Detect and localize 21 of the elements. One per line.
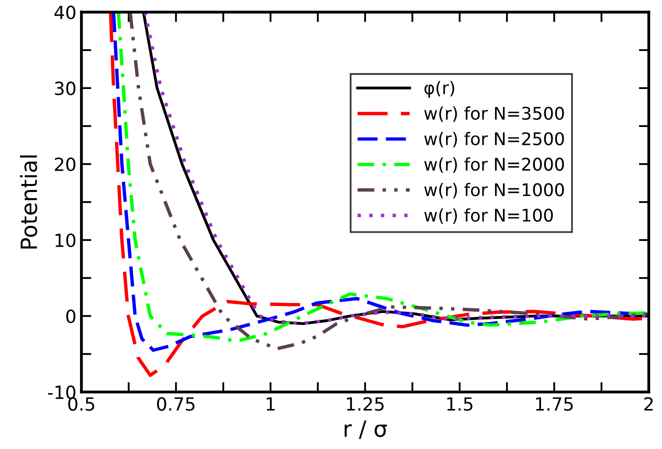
y-tick-label: 0 — [66, 309, 76, 324]
legend-label: w(r) for N=3500 — [424, 106, 564, 122]
y-tick-label: 30 — [54, 82, 76, 96]
x-tick-label: 0.5 — [68, 397, 94, 411]
y-tick-label: 20 — [54, 158, 76, 172]
legend-label: w(r) for N=2000 — [424, 157, 564, 173]
legend-label: w(r) for N=2500 — [424, 132, 564, 148]
x-tick-label: 2 — [644, 397, 653, 411]
x-tick-label: 0.75 — [157, 397, 195, 411]
x-tick-label: 1.5 — [447, 397, 472, 411]
y-tick-label: -10 — [48, 385, 76, 400]
legend-label: φ(r) — [424, 80, 454, 98]
x-tick-label: 1 — [266, 397, 275, 411]
x-tick-label: 1.25 — [346, 397, 384, 411]
legend-label: w(r) for N=1000 — [424, 182, 564, 198]
x-tick-label: 1.75 — [536, 397, 573, 411]
y-tick-label: 40 — [54, 6, 76, 20]
x-axis-title: r / σ — [344, 420, 387, 439]
y-tick-label: 10 — [56, 233, 76, 248]
y-axis-title: Potential — [20, 155, 38, 249]
legend-label: w(r) for N=100 — [424, 208, 553, 224]
